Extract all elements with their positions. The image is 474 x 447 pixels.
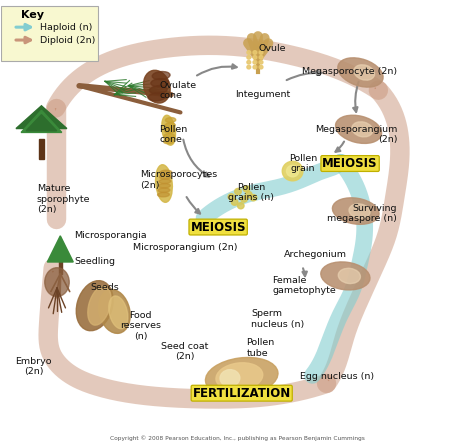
Circle shape <box>253 51 257 54</box>
Circle shape <box>228 194 235 200</box>
Text: Mature
sporophyte
(2n): Mature sporophyte (2n) <box>36 184 90 214</box>
Bar <box>39 139 44 159</box>
Text: Pollen
tube: Pollen tube <box>246 338 274 358</box>
Circle shape <box>253 65 257 69</box>
Text: Seedling: Seedling <box>74 257 116 266</box>
Ellipse shape <box>321 262 370 290</box>
Circle shape <box>237 202 244 209</box>
Ellipse shape <box>155 164 173 202</box>
Circle shape <box>243 186 250 192</box>
Text: MEIOSIS: MEIOSIS <box>322 157 378 170</box>
Text: Diploid (2n): Diploid (2n) <box>40 35 95 45</box>
Text: Copyright © 2008 Pearson Education, Inc., publishing as Pearson Benjamin Cumming: Copyright © 2008 Pearson Education, Inc.… <box>109 435 365 441</box>
Circle shape <box>259 55 263 59</box>
Ellipse shape <box>349 204 370 218</box>
Circle shape <box>241 196 247 202</box>
Circle shape <box>231 199 238 205</box>
Text: MEIOSIS: MEIOSIS <box>191 220 246 233</box>
Polygon shape <box>47 236 73 262</box>
Ellipse shape <box>159 179 171 184</box>
Ellipse shape <box>216 363 263 391</box>
Ellipse shape <box>332 198 379 224</box>
Ellipse shape <box>205 358 278 396</box>
Circle shape <box>250 194 257 201</box>
Text: Key: Key <box>20 10 44 20</box>
Ellipse shape <box>338 268 360 283</box>
Ellipse shape <box>158 184 170 188</box>
Ellipse shape <box>157 192 169 197</box>
Text: Integument: Integument <box>235 90 291 99</box>
Ellipse shape <box>165 123 175 128</box>
Ellipse shape <box>99 290 130 333</box>
Text: Seed coat
(2n): Seed coat (2n) <box>162 342 209 361</box>
Ellipse shape <box>45 268 69 296</box>
Text: Embryo
(2n): Embryo (2n) <box>15 357 52 376</box>
Text: FERTILIZATION: FERTILIZATION <box>192 387 291 400</box>
Ellipse shape <box>158 188 170 192</box>
Ellipse shape <box>148 93 166 101</box>
Text: Egg nucleus (n): Egg nucleus (n) <box>300 372 374 381</box>
Circle shape <box>253 60 257 64</box>
Text: Ovule: Ovule <box>259 43 286 53</box>
Text: Ovulate
cone: Ovulate cone <box>159 80 196 100</box>
Ellipse shape <box>109 296 128 329</box>
Polygon shape <box>26 115 57 131</box>
Text: Megasporocyte (2n): Megasporocyte (2n) <box>302 67 397 76</box>
Circle shape <box>259 65 263 69</box>
Text: Megasporangium
(2n): Megasporangium (2n) <box>315 125 397 144</box>
Ellipse shape <box>159 175 171 179</box>
Ellipse shape <box>149 86 167 94</box>
Ellipse shape <box>152 72 170 80</box>
Ellipse shape <box>354 65 374 80</box>
Ellipse shape <box>76 281 113 331</box>
Circle shape <box>282 161 303 181</box>
Ellipse shape <box>162 115 175 145</box>
Ellipse shape <box>160 170 172 175</box>
Circle shape <box>247 60 251 64</box>
Text: Microsporangia: Microsporangia <box>74 232 147 240</box>
Circle shape <box>247 65 251 69</box>
Text: Female
gametophyte: Female gametophyte <box>273 276 336 295</box>
Polygon shape <box>21 110 62 132</box>
Text: Surviving
megaspore (n): Surviving megaspore (n) <box>328 204 397 224</box>
Ellipse shape <box>144 70 170 103</box>
Ellipse shape <box>352 122 373 137</box>
Ellipse shape <box>164 134 174 139</box>
Ellipse shape <box>164 128 175 133</box>
Text: Microsporocytes
(2n): Microsporocytes (2n) <box>140 170 218 190</box>
Circle shape <box>235 188 241 194</box>
Ellipse shape <box>220 370 240 387</box>
Text: Microsporangium (2n): Microsporangium (2n) <box>133 243 238 252</box>
Text: Pollen
grains (n): Pollen grains (n) <box>228 183 274 202</box>
Ellipse shape <box>338 58 383 87</box>
Circle shape <box>286 165 299 177</box>
Circle shape <box>247 51 251 54</box>
Text: Haploid (n): Haploid (n) <box>40 23 92 32</box>
Ellipse shape <box>88 286 111 325</box>
Circle shape <box>259 51 263 54</box>
Ellipse shape <box>336 115 382 143</box>
Text: Archegonium: Archegonium <box>284 250 347 259</box>
FancyBboxPatch shape <box>1 6 98 61</box>
Polygon shape <box>16 106 67 129</box>
Text: Sperm
nucleus (n): Sperm nucleus (n) <box>251 309 304 329</box>
Ellipse shape <box>165 118 176 122</box>
Ellipse shape <box>164 139 174 144</box>
Ellipse shape <box>151 79 169 87</box>
Circle shape <box>259 60 263 64</box>
Circle shape <box>253 55 257 59</box>
Bar <box>59 259 62 274</box>
Circle shape <box>247 55 251 59</box>
Text: Pollen
cone: Pollen cone <box>159 125 188 144</box>
Circle shape <box>246 191 252 198</box>
Text: Food
reserves
(n): Food reserves (n) <box>120 311 161 341</box>
Text: Seeds: Seeds <box>91 283 119 292</box>
Text: Pollen
grain: Pollen grain <box>289 154 317 173</box>
